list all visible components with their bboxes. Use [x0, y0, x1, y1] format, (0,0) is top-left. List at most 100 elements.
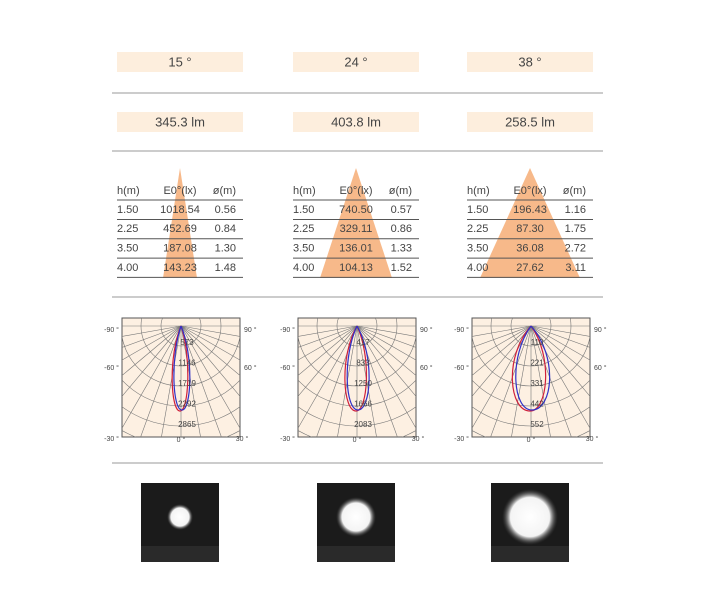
table-cell: 136.01 — [339, 243, 373, 255]
beam-triangle — [320, 168, 392, 278]
table-cell: 187.08 — [163, 243, 197, 255]
column: 24 ° 403.8 lm h(m) E0°(lx) ø(m) 1.50 740.50 0.5… — [280, 52, 433, 562]
polar-spoke — [298, 325, 358, 429]
polar-spoke — [180, 325, 222, 437]
table-header: h(m) — [467, 185, 490, 197]
polar-angle: -60 ° — [104, 364, 119, 372]
table-cell: 4.00 — [467, 262, 488, 274]
polar-angle: 30 ° — [236, 435, 249, 443]
table-header: h(m) — [293, 185, 316, 197]
polar-value: 417 — [356, 338, 370, 347]
table-cell: 1.30 — [215, 243, 236, 255]
polar-spoke — [122, 325, 182, 361]
table-cell: 1.16 — [565, 204, 586, 216]
polar-spoke — [122, 325, 182, 337]
polar-angle: -30 ° — [454, 435, 469, 443]
polar-value: 2865 — [178, 420, 196, 429]
beam-angle: 15 ° — [168, 54, 191, 69]
polar-spoke — [298, 325, 358, 348]
luminous-flux: 258.5 lm — [505, 114, 555, 129]
polar-angle: 60 ° — [244, 364, 257, 372]
table-cell: 4.00 — [117, 262, 138, 274]
polar-spoke — [337, 325, 358, 437]
polar-spoke — [472, 325, 532, 397]
table-cell: 2.25 — [117, 223, 138, 235]
column: 15 ° 345.3 lm h(m) E0°(lx) ø(m) 1.50 1018.54 0.… — [104, 52, 257, 562]
beam-triangle — [480, 168, 580, 278]
polar-spoke — [530, 325, 590, 348]
polar-angle: -90 ° — [280, 326, 295, 334]
polar-angle: -90 ° — [454, 326, 469, 334]
polar-spoke — [530, 325, 590, 376]
polar-spoke — [356, 325, 377, 437]
table-header: ø(m) — [563, 185, 586, 197]
column: 38 ° 258.5 lm h(m) E0°(lx) ø(m) 1.50 196.43 1.1… — [454, 52, 607, 562]
polar-spoke — [298, 325, 358, 376]
beam-triangle — [163, 168, 197, 278]
polar-spoke — [530, 325, 590, 429]
beam-box — [117, 52, 243, 72]
table-cell: 0.56 — [215, 204, 236, 216]
polar-value: 2292 — [178, 400, 196, 409]
table-cell: 0.86 — [391, 223, 412, 235]
polar-value: 331 — [530, 379, 544, 388]
polar-spoke — [530, 325, 551, 437]
polar-angle: -60 ° — [280, 364, 295, 372]
table-header: ø(m) — [213, 185, 236, 197]
table-cell: 1.48 — [215, 262, 236, 274]
polar-value: 833 — [356, 359, 370, 368]
polar-spoke — [122, 325, 182, 397]
table-header: h(m) — [117, 185, 140, 197]
polar-grid — [122, 318, 240, 437]
polar-value: 442 — [530, 400, 544, 409]
polar-spoke — [180, 325, 240, 376]
table-cell: 3.11 — [565, 262, 586, 274]
polar-spoke — [356, 325, 416, 397]
polar-angle: 90 ° — [594, 326, 607, 334]
polar-spoke — [490, 325, 532, 437]
flux-box — [467, 112, 593, 132]
polar-spoke — [472, 325, 532, 337]
polar-spoke — [472, 325, 532, 348]
polar-angle: 30 ° — [412, 435, 425, 443]
polar-spoke — [161, 325, 182, 437]
table-cell: 196.43 — [513, 204, 547, 216]
polar-spoke — [356, 325, 416, 348]
beam-angle: 24 ° — [344, 54, 367, 69]
luminous-flux: 403.8 lm — [331, 114, 381, 129]
table-cell: 1.52 — [391, 262, 412, 274]
polar-spoke — [356, 325, 416, 429]
polar-spoke — [298, 325, 358, 397]
table-cell: 740.50 — [339, 204, 373, 216]
polar-spoke — [122, 325, 182, 429]
photo-floor — [141, 546, 219, 562]
table-cell: 3.50 — [467, 243, 488, 255]
table-cell: 1.33 — [391, 243, 412, 255]
curve-c0 — [171, 325, 189, 412]
polar-value: 1666 — [354, 400, 372, 409]
polar-spoke — [180, 325, 240, 397]
polar-spoke — [472, 325, 532, 361]
curve-c90 — [346, 325, 370, 411]
polar-spoke — [180, 325, 240, 337]
polar-spoke — [356, 325, 416, 337]
polar-angle: -30 ° — [104, 435, 119, 443]
polar-spoke — [298, 325, 358, 337]
table-cell: 329.11 — [340, 223, 373, 235]
polar-angle: 0 ° — [527, 436, 536, 444]
table-cell: 27.62 — [516, 262, 544, 274]
curve-c90 — [515, 325, 551, 411]
polar-angle: 90 ° — [244, 326, 257, 334]
polar-grid — [298, 318, 416, 437]
polar-angle: 0 ° — [177, 436, 186, 444]
light-spot — [502, 489, 558, 545]
polar-value: 221 — [530, 359, 544, 368]
luminous-flux: 345.3 lm — [155, 114, 205, 129]
polar-angle: 0 ° — [353, 436, 362, 444]
polar-spoke — [122, 325, 182, 376]
table-header: E0°(lx) — [339, 185, 372, 197]
polar-value: 552 — [530, 420, 544, 429]
separators — [112, 92, 603, 464]
polar-spoke — [180, 325, 240, 361]
